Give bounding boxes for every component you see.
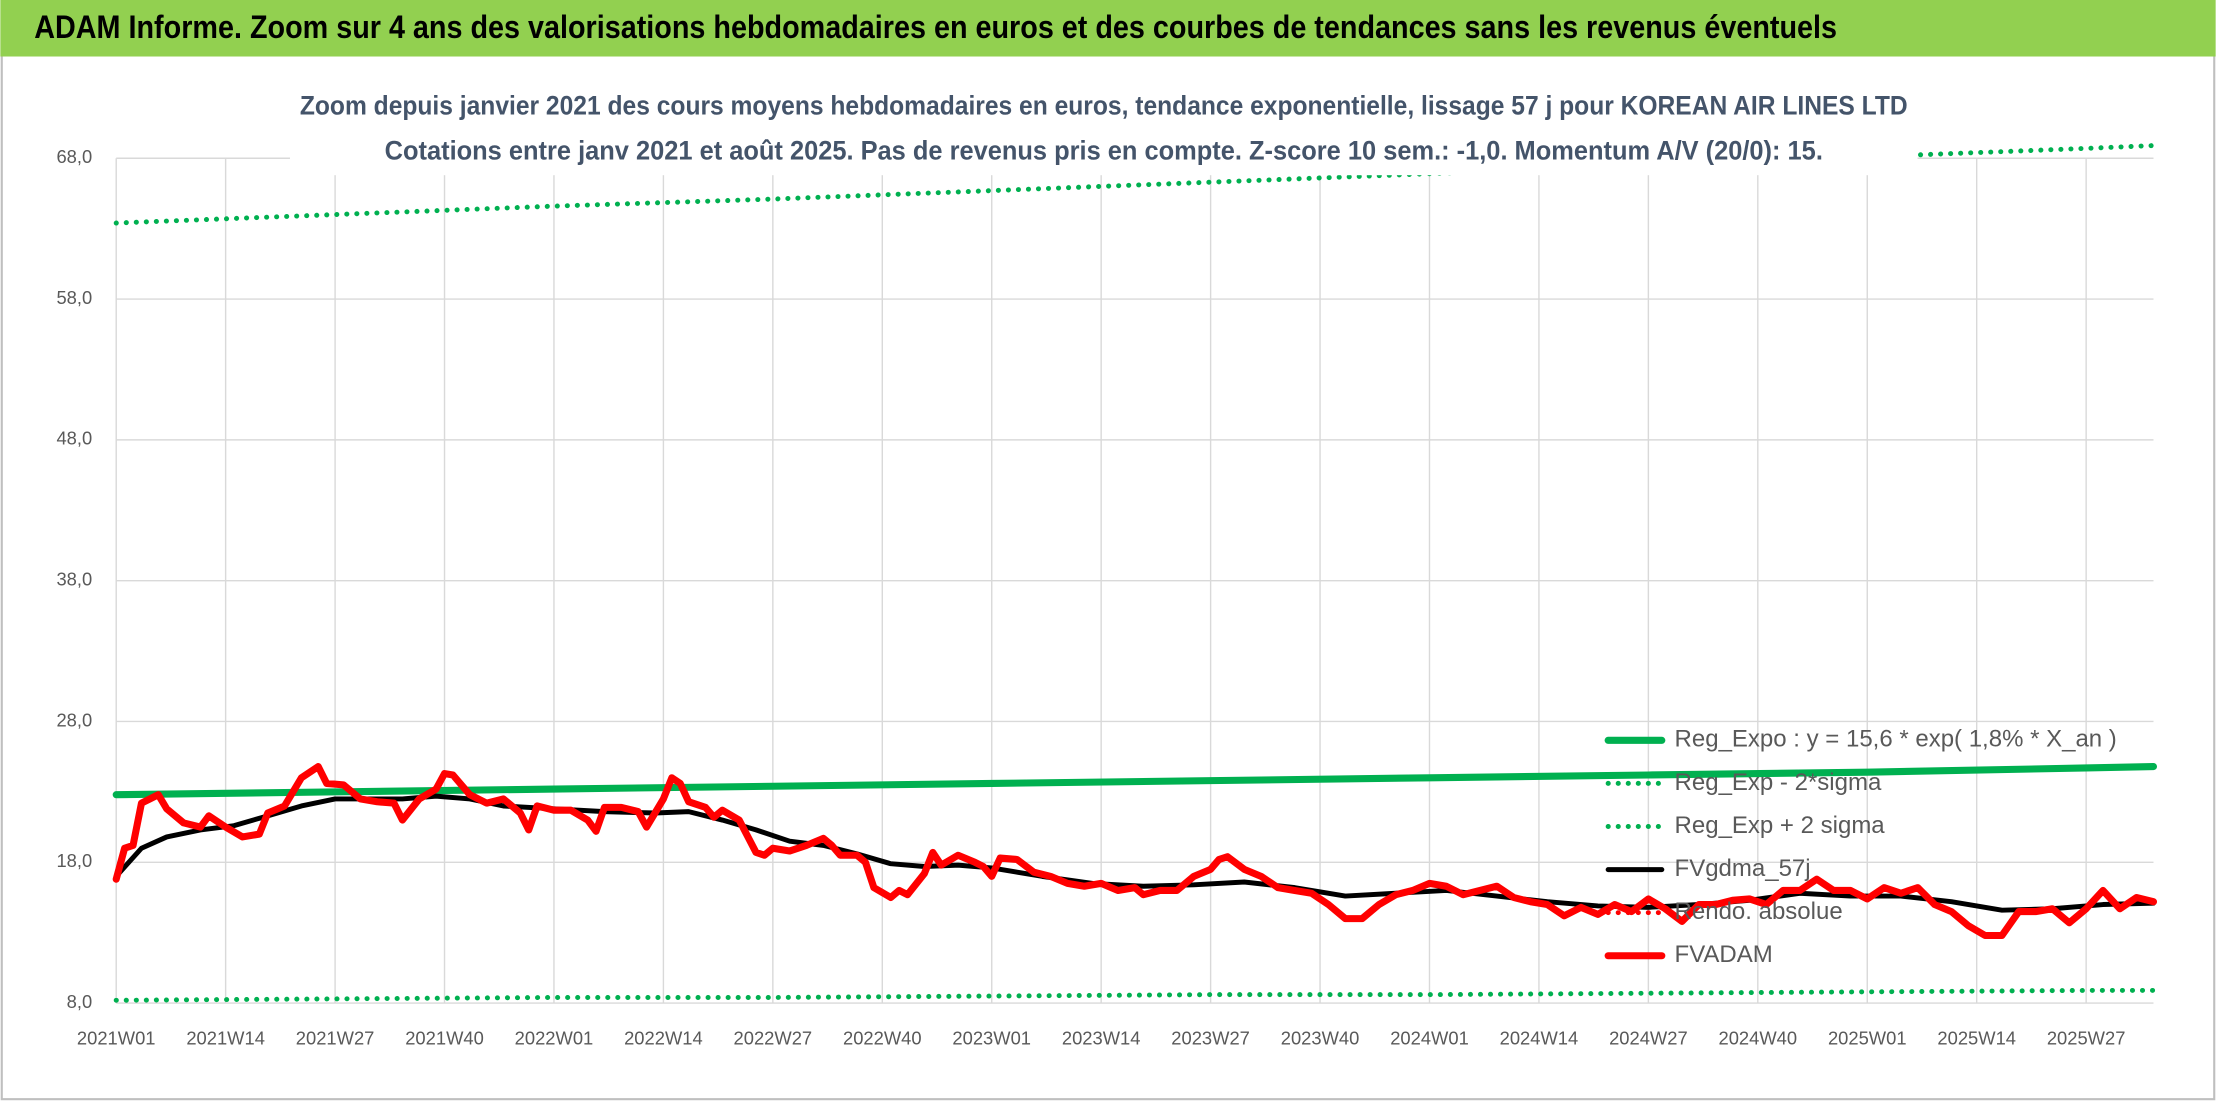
- x-tick-label: 2021W14: [186, 1028, 265, 1049]
- x-tick-label: 2024W27: [1609, 1028, 1688, 1049]
- legend: Reg_Expo : y = 15,6 * exp( 1,8% * X_an )…: [1604, 726, 2117, 968]
- x-tick-label: 2023W40: [1281, 1028, 1360, 1049]
- legend-label: Reg_Expo : y = 15,6 * exp( 1,8% * X_an ): [1675, 726, 2117, 753]
- x-tick-label: 2022W01: [515, 1028, 594, 1049]
- x-tick-label: 2021W01: [77, 1028, 156, 1049]
- x-tick-label: 2025W14: [1937, 1028, 2016, 1049]
- header-title: ADAM Informe. Zoom sur 4 ans des valoris…: [34, 9, 1837, 45]
- x-tick-label: 2024W40: [1719, 1028, 1798, 1049]
- x-tick-label: 2022W27: [734, 1028, 813, 1049]
- y-tick-label: 28,0: [56, 709, 92, 730]
- x-tick-label: 2022W14: [624, 1028, 703, 1049]
- y-tick-label: 38,0: [56, 569, 92, 590]
- series-line: [112, 763, 2158, 799]
- legend-label: Rendo. absolue: [1675, 898, 1843, 925]
- header-bar: [0, 0, 2216, 57]
- chart-subtitle: Zoom depuis janvier 2021 des cours moyen…: [300, 90, 1908, 120]
- y-tick-label: 48,0: [56, 428, 92, 449]
- legend-label: Reg_Exp - 2*sigma: [1675, 769, 1882, 796]
- y-tick-label: 58,0: [56, 287, 92, 308]
- legend-label: FVADAM: [1675, 941, 1773, 968]
- x-tick-label: 2021W40: [405, 1028, 484, 1049]
- plot-area: 8,0 18,0 28,0 38,0 48,0 58,0 68,0 2021W01 2021W1…: [56, 143, 2158, 1049]
- x-tick-label: 2023W01: [952, 1028, 1031, 1049]
- series-line: [113, 987, 2156, 1003]
- x-tick-label: 2025W27: [2047, 1028, 2126, 1049]
- x-tick-label: 2025W01: [1828, 1028, 1907, 1049]
- x-tick-label: 2024W14: [1500, 1028, 1579, 1049]
- x-tick-label: 2024W01: [1390, 1028, 1469, 1049]
- series-line: [112, 763, 2158, 940]
- legend-label: FVgdma_57j: [1675, 855, 1811, 882]
- legend-label: Reg_Exp + 2 sigma: [1675, 812, 1886, 839]
- series-line: [113, 143, 2156, 226]
- x-tick-label: 2023W14: [1062, 1028, 1141, 1049]
- subtitle-background: [289, 84, 1918, 176]
- x-tick-label: 2022W40: [843, 1028, 922, 1049]
- y-tick-label: 18,0: [56, 850, 92, 871]
- x-tick-label: 2023W27: [1171, 1028, 1250, 1049]
- y-tick-label: 68,0: [56, 146, 92, 167]
- x-tick-label: 2021W27: [296, 1028, 375, 1049]
- chart-subtitle: Cotations entre janv 2021 et août 2025. …: [385, 136, 1823, 166]
- y-tick-label: 8,0: [67, 991, 93, 1012]
